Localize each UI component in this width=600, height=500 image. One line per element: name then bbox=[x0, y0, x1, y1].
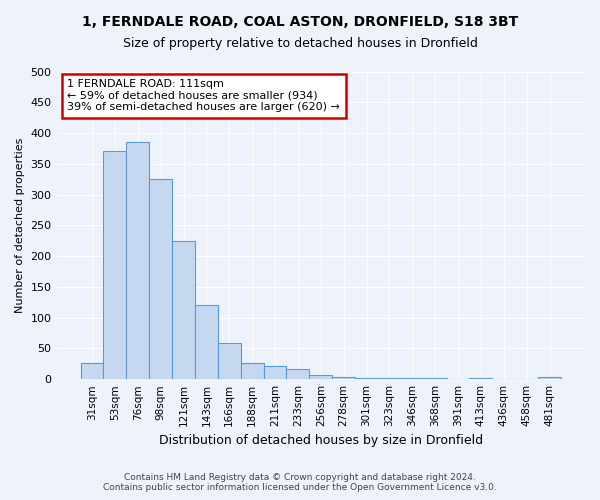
Bar bbox=[310, 375, 332, 379]
Text: 1 FERNDALE ROAD: 111sqm
← 59% of detached houses are smaller (934)
39% of semi-d: 1 FERNDALE ROAD: 111sqm ← 59% of detache… bbox=[67, 79, 340, 112]
Bar bbox=[263, 366, 286, 379]
Text: Contains HM Land Registry data © Crown copyright and database right 2024.
Contai: Contains HM Land Registry data © Crown c… bbox=[103, 473, 497, 492]
Bar bbox=[378, 378, 401, 379]
Bar bbox=[241, 362, 263, 379]
Bar bbox=[515, 378, 538, 379]
Bar bbox=[172, 240, 195, 379]
X-axis label: Distribution of detached houses by size in Dronfield: Distribution of detached houses by size … bbox=[159, 434, 483, 448]
Bar bbox=[218, 344, 241, 379]
Bar bbox=[103, 152, 127, 379]
Bar bbox=[286, 370, 310, 379]
Y-axis label: Number of detached properties: Number of detached properties bbox=[15, 138, 25, 313]
Bar bbox=[424, 378, 446, 379]
Bar bbox=[401, 378, 424, 379]
Bar bbox=[149, 179, 172, 379]
Bar bbox=[355, 378, 378, 379]
Bar bbox=[127, 142, 149, 379]
Text: 1, FERNDALE ROAD, COAL ASTON, DRONFIELD, S18 3BT: 1, FERNDALE ROAD, COAL ASTON, DRONFIELD,… bbox=[82, 15, 518, 29]
Text: Size of property relative to detached houses in Dronfield: Size of property relative to detached ho… bbox=[122, 38, 478, 51]
Bar bbox=[195, 306, 218, 379]
Bar bbox=[469, 378, 493, 379]
Bar bbox=[80, 362, 103, 379]
Bar bbox=[332, 376, 355, 379]
Bar bbox=[493, 378, 515, 379]
Bar bbox=[538, 376, 561, 379]
Bar bbox=[446, 378, 469, 379]
